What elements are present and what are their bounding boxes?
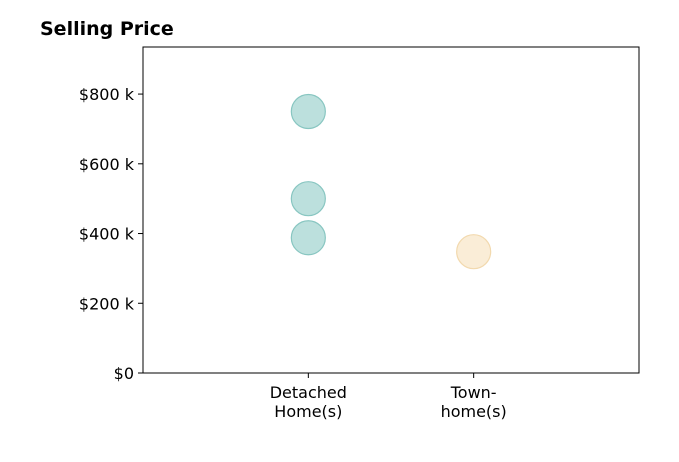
x-tick-label-line: Detached [270,383,347,402]
y-tick-label-2: $400 k [79,225,135,244]
plot-frame [142,46,640,374]
data-point-0-1 [290,181,326,217]
chart-title: Selling Price [40,18,174,40]
data-point-1-0 [456,234,492,270]
x-tick-label-line: Home(s) [274,402,342,421]
plot-area: $0 $200 k $400 k $600 k $800 k Detached Home(s… [79,46,640,421]
y-tick-label-0: $0 [114,364,134,383]
y-tick-label-3: $600 k [79,155,135,174]
y-tick-label-4: $800 k [79,85,135,104]
x-tick-label-line: Town- [450,383,497,402]
y-tick-label-1: $200 k [79,294,135,313]
x-tick-label-0: Detached Home(s) [270,383,347,421]
x-tick-label-line: home(s) [441,402,507,421]
data-point-0-2 [290,220,326,256]
x-tick-label-1: Town-home(s) [441,383,507,421]
data-point-0-0 [290,93,326,130]
